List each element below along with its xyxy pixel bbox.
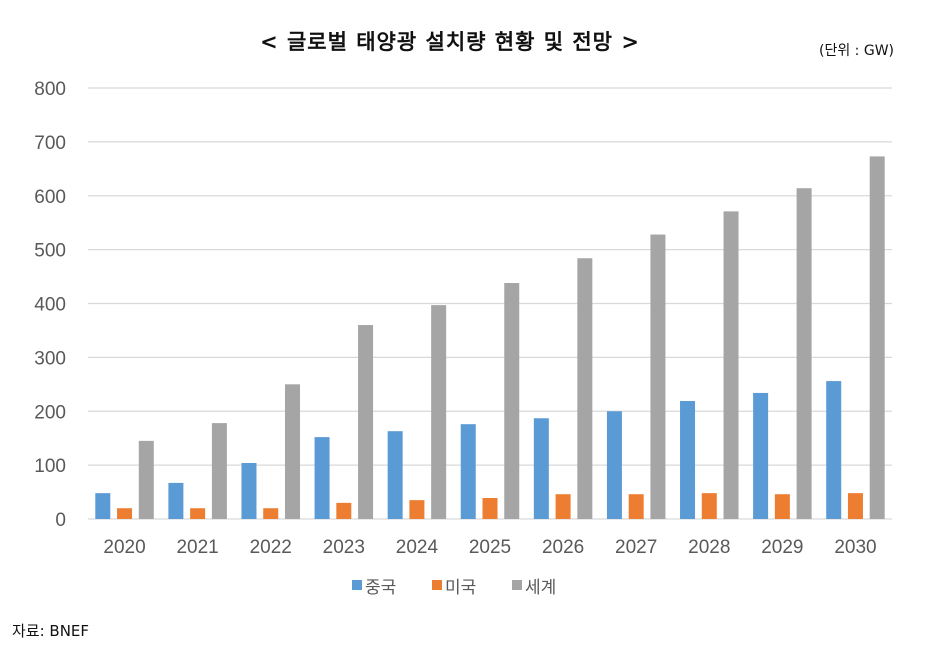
legend-label: 중국 <box>365 578 396 598</box>
bar-세계-2029 <box>796 188 812 519</box>
y-tick-label: 500 <box>34 241 66 262</box>
bar-중국-2026 <box>533 418 549 519</box>
bar-미국-2030 <box>847 493 863 519</box>
x-tick-label: 2023 <box>323 537 365 558</box>
bar-중국-2022 <box>241 462 257 519</box>
bar-미국-2023 <box>336 502 352 519</box>
y-tick-label: 300 <box>34 348 66 369</box>
source-note: 자료: BNEF <box>12 622 90 640</box>
bar-미국-2028 <box>701 493 717 519</box>
x-tick-label: 2025 <box>469 537 511 558</box>
bar-미국-2025 <box>482 497 498 519</box>
bar-세계-2028 <box>723 211 739 519</box>
legend-swatch <box>512 580 522 590</box>
bar-미국-2027 <box>628 494 644 519</box>
bar-미국-2022 <box>263 508 279 519</box>
x-tick-label: 2026 <box>542 537 584 558</box>
bar-중국-2021 <box>168 482 184 519</box>
bar-중국-2027 <box>606 411 622 519</box>
bar-중국-2025 <box>460 424 476 519</box>
bar-세계-2024 <box>431 305 447 519</box>
bar-세계-2020 <box>138 440 154 519</box>
y-tick-label: 0 <box>55 510 66 531</box>
bar-세계-2021 <box>211 423 227 519</box>
bar-미국-2024 <box>409 500 425 519</box>
x-tick-label: 2029 <box>761 537 803 558</box>
bar-세계-2026 <box>577 258 593 519</box>
legend-label: 세계 <box>525 578 556 598</box>
bar-세계-2022 <box>284 384 300 519</box>
x-tick-label: 2022 <box>250 537 292 558</box>
y-tick-label: 100 <box>34 456 66 477</box>
chart-title: < 글로벌 태양광 설치량 현황 및 전망 > <box>260 30 640 54</box>
bar-중국-2030 <box>826 381 842 519</box>
y-tick-label: 700 <box>34 133 66 154</box>
legend-swatch <box>352 580 362 590</box>
x-tick-label: 2024 <box>396 537 439 558</box>
bar-미국-2029 <box>774 494 790 519</box>
bar-세계-2027 <box>650 234 666 520</box>
x-tick-label: 2027 <box>615 537 657 558</box>
x-tick-label: 2020 <box>103 537 145 558</box>
bar-세계-2025 <box>504 283 520 519</box>
bar-세계-2030 <box>869 156 885 519</box>
y-tick-label: 800 <box>34 79 66 100</box>
bar-중국-2024 <box>387 431 403 519</box>
bar-중국-2028 <box>680 401 696 519</box>
y-tick-label: 200 <box>34 402 66 423</box>
bar-미국-2020 <box>117 508 133 519</box>
bar-세계-2023 <box>358 325 374 519</box>
legend-label: 미국 <box>445 578 476 598</box>
y-tick-label: 400 <box>34 295 66 316</box>
bar-미국-2021 <box>190 508 206 519</box>
unit-label: (단위 : GW) <box>819 43 894 59</box>
bar-중국-2029 <box>753 392 769 519</box>
bar-중국-2020 <box>95 493 111 519</box>
y-tick-label: 600 <box>34 187 66 208</box>
x-tick-label: 2021 <box>176 537 218 558</box>
bar-중국-2023 <box>314 437 330 519</box>
legend-swatch <box>432 580 442 590</box>
x-tick-label: 2030 <box>834 537 876 558</box>
bar-미국-2026 <box>555 494 571 519</box>
x-tick-label: 2028 <box>688 537 730 558</box>
